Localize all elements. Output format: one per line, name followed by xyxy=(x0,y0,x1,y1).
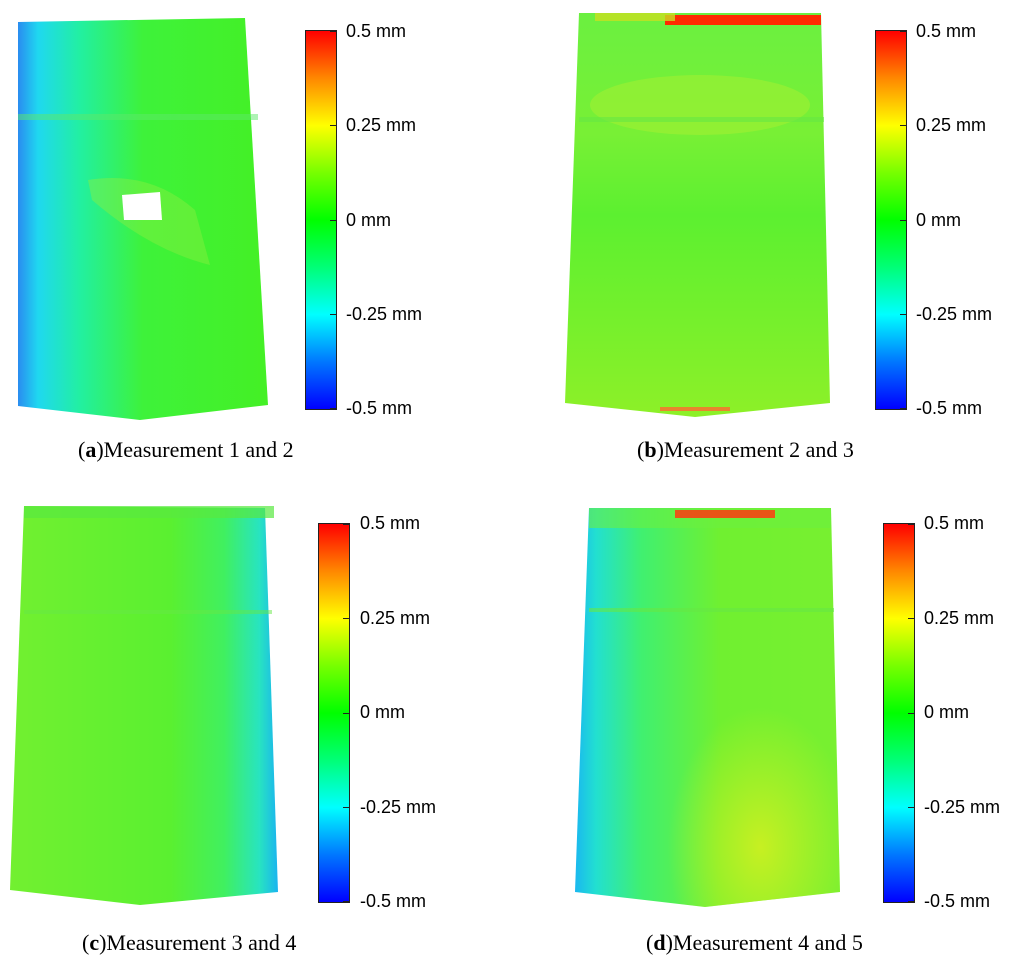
caption-letter: b xyxy=(644,437,657,462)
caption-text: Measurement 2 and 3 xyxy=(663,437,854,462)
tick-label: 0 mm xyxy=(360,702,405,722)
caption-c: (c)Measurement 3 and 4 xyxy=(82,930,297,955)
tick-label: 0 mm xyxy=(916,210,961,230)
colorbar-d xyxy=(883,523,915,903)
caption-b: (b)Measurement 2 and 3 xyxy=(637,437,854,462)
tick-label: 0.25 mm xyxy=(346,115,417,135)
caption-text: Measurement 1 and 2 xyxy=(103,437,294,462)
tick-label: 0.5 mm xyxy=(924,513,985,533)
tick-label: -0.25 mm xyxy=(916,304,993,324)
tick-label: 0 mm xyxy=(924,702,969,722)
caption-letter: d xyxy=(653,930,666,955)
colorbar-c xyxy=(318,523,350,903)
tick-label: -0.25 mm xyxy=(360,797,437,817)
deviation-map-b xyxy=(565,13,830,417)
tick-label: 0.5 mm xyxy=(916,21,977,41)
tick-label: -0.25 mm xyxy=(924,797,1001,817)
tick-label: 0.5 mm xyxy=(346,21,407,41)
caption-a: (a)Measurement 1 and 2 xyxy=(78,437,294,462)
tick-label: 0.25 mm xyxy=(924,608,995,628)
tick-label: -0.5 mm xyxy=(360,891,427,911)
colorbar-b xyxy=(875,30,907,410)
hole-marker xyxy=(122,192,162,220)
deviation-map-c xyxy=(10,506,278,905)
tick-label: 0.25 mm xyxy=(916,115,987,135)
caption-d: (d)Measurement 4 and 5 xyxy=(646,930,863,955)
tick-label: -0.5 mm xyxy=(916,398,983,418)
tick-label: -0.5 mm xyxy=(346,398,413,418)
tick-label: 0.25 mm xyxy=(360,608,431,628)
deviation-map-a xyxy=(18,18,268,420)
tick-label: -0.5 mm xyxy=(924,891,991,911)
colorbar-a xyxy=(305,30,337,410)
caption-letter: a xyxy=(85,437,97,462)
caption-text: Measurement 3 and 4 xyxy=(106,930,297,955)
tick-label: 0 mm xyxy=(346,210,391,230)
caption-letter: c xyxy=(89,930,100,955)
tick-label: -0.25 mm xyxy=(346,304,423,324)
deviation-map-d xyxy=(575,508,840,907)
caption-text: Measurement 4 and 5 xyxy=(672,930,863,955)
tick-label: 0.5 mm xyxy=(360,513,421,533)
